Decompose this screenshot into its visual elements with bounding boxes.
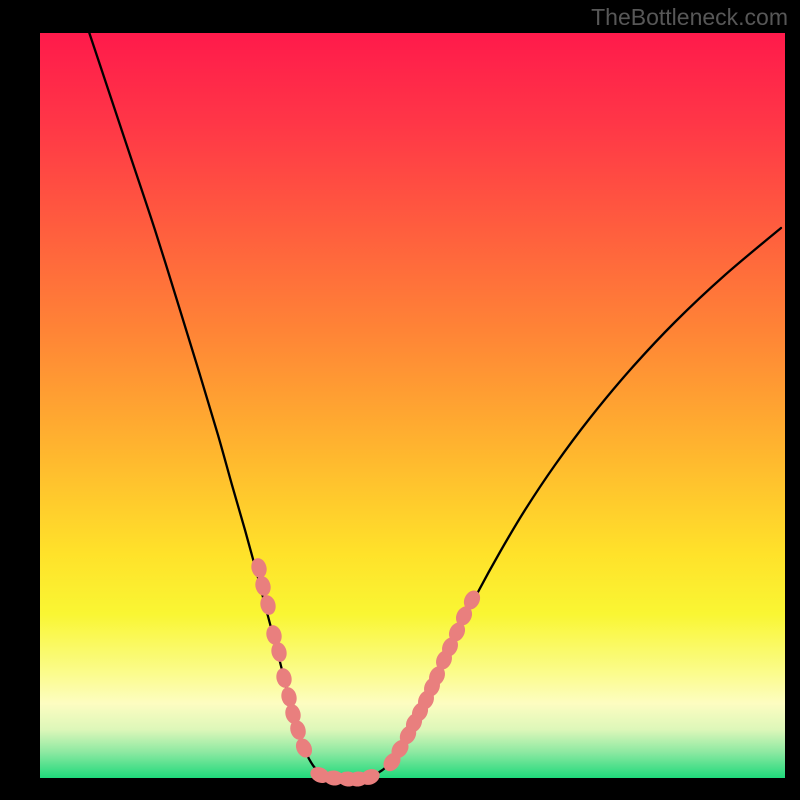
- watermark-text: TheBottleneck.com: [591, 4, 788, 31]
- chart-stage: TheBottleneck.com: [0, 0, 800, 800]
- plot-gradient-background: [40, 33, 785, 778]
